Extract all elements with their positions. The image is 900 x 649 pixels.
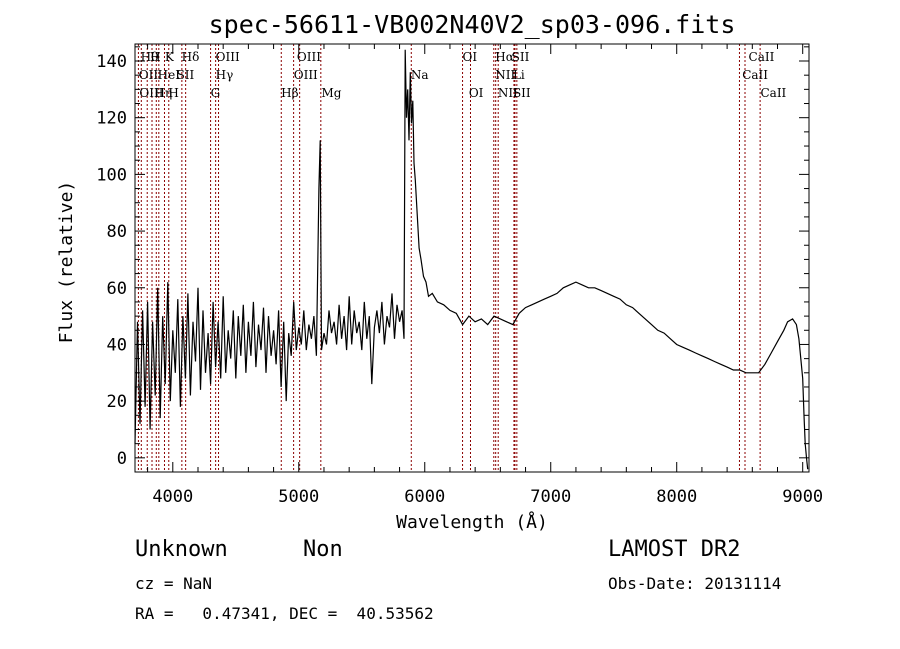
- observation-date: Obs-Date: 20131114: [608, 574, 782, 593]
- spectral-subclass: Non: [303, 537, 343, 562]
- spectral-line-label: NII: [495, 68, 515, 82]
- x-tick-label: 6000: [404, 487, 445, 507]
- y-tick-label: 0: [117, 449, 127, 469]
- coordinates: RA = 0.47341, DEC = 40.53562: [135, 604, 434, 623]
- spectral-line-label: H: [168, 86, 178, 100]
- spectral-line-label: CaII: [742, 68, 768, 82]
- spectral-line-label: SII: [513, 86, 531, 100]
- x-tick-label: 5000: [278, 487, 319, 507]
- chart-title: spec-56611-VB002N40V2_sp03-096.fits: [209, 10, 736, 39]
- redshift-cz: cz = NaN: [135, 574, 213, 593]
- spectral-line-label: Hη: [155, 86, 173, 100]
- x-tick-label: 7000: [530, 487, 571, 507]
- spectral-line-label: OII: [139, 68, 159, 82]
- y-tick-label: 80: [107, 222, 127, 242]
- spectral-line-label: OIII: [216, 50, 240, 64]
- spectral-line-label: OI: [463, 50, 478, 64]
- survey-name: LAMOST DR2: [608, 537, 741, 562]
- y-tick-label: 20: [107, 392, 127, 412]
- spectral-line-label: K: [165, 50, 175, 64]
- y-tick-label: 140: [96, 52, 127, 72]
- y-axis-label: Flux (relative): [56, 181, 77, 344]
- spectral-class: Unknown: [135, 537, 228, 562]
- x-axis-label: Wavelength (Å): [396, 511, 548, 533]
- x-tick-label: 8000: [656, 487, 697, 507]
- y-tick-label: 100: [96, 165, 127, 185]
- y-tick-label: 120: [96, 109, 127, 129]
- plot-frame: [134, 43, 810, 473]
- spectral-line-label: Li: [513, 68, 525, 82]
- spectrum-series-line: [134, 49, 809, 470]
- spectral-line-label: G: [211, 86, 221, 100]
- spectral-line-label: CaII: [760, 86, 786, 100]
- spectral-line-label: Mg: [321, 86, 341, 100]
- spectral-line-label: SII: [177, 68, 195, 82]
- spectral-line-label: Hγ: [216, 68, 234, 82]
- spectral-line-label: CaII: [749, 50, 775, 64]
- spectral-line-label: Hδ: [182, 50, 200, 64]
- reference-lines: [137, 44, 761, 472]
- spectral-line-label: HeI: [158, 68, 181, 82]
- spectral-line-label: Na: [411, 68, 429, 82]
- spectral-line-label: Hα: [495, 50, 514, 64]
- y-tick-label: 40: [107, 335, 127, 355]
- y-axis-ticks: 0 20 40 60 80 100 120 140: [96, 46, 809, 473]
- x-axis-ticks: 4000 5000 6000 7000 8000 9000: [147, 44, 823, 507]
- spectral-line-label: OI: [469, 86, 484, 100]
- spectral-line-label: H: [150, 50, 160, 64]
- x-tick-label: 9000: [782, 487, 823, 507]
- spectral-line-label: SII: [512, 50, 530, 64]
- x-tick-label: 4000: [152, 487, 193, 507]
- spectral-line-label: OIII: [294, 68, 318, 82]
- spectral-line-label: OIII: [139, 86, 163, 100]
- spectral-line-label: OIII: [297, 50, 321, 64]
- spectrum-chart: spec-56611-VB002N40V2_sp03-096.fits Flux…: [56, 10, 823, 533]
- y-tick-label: 60: [107, 279, 127, 299]
- spectral-line-label: NII: [498, 86, 518, 100]
- spectral-line-label: Hθ: [141, 50, 159, 64]
- spectral-line-label: Hβ: [281, 86, 298, 100]
